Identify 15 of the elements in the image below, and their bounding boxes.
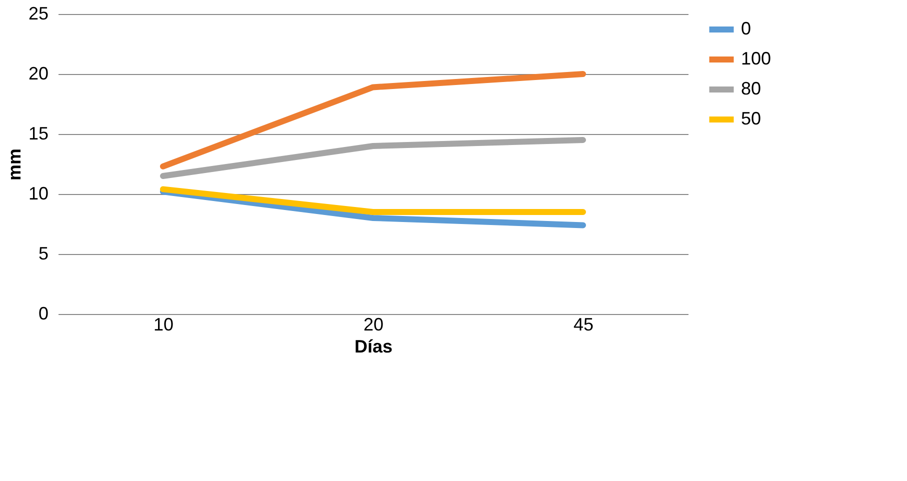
legend-label: 80 xyxy=(741,78,762,98)
y-tick-label: 10 xyxy=(28,184,48,204)
y-tick-label: 25 xyxy=(28,4,48,24)
x-tick-label: 45 xyxy=(573,314,594,334)
y-axis-title: mm xyxy=(4,148,24,181)
legend-label: 50 xyxy=(741,108,762,128)
x-tick-label: 20 xyxy=(363,314,384,334)
x-tick-label: 10 xyxy=(153,314,174,334)
y-tick-label: 15 xyxy=(28,124,48,144)
x-axis-title: Días xyxy=(354,336,393,356)
legend-label: 0 xyxy=(741,18,752,38)
legend-label: 100 xyxy=(741,48,772,68)
y-tick-label: 20 xyxy=(28,64,48,84)
y-tick-label: 5 xyxy=(38,244,48,264)
y-tick-label: 0 xyxy=(38,304,48,324)
